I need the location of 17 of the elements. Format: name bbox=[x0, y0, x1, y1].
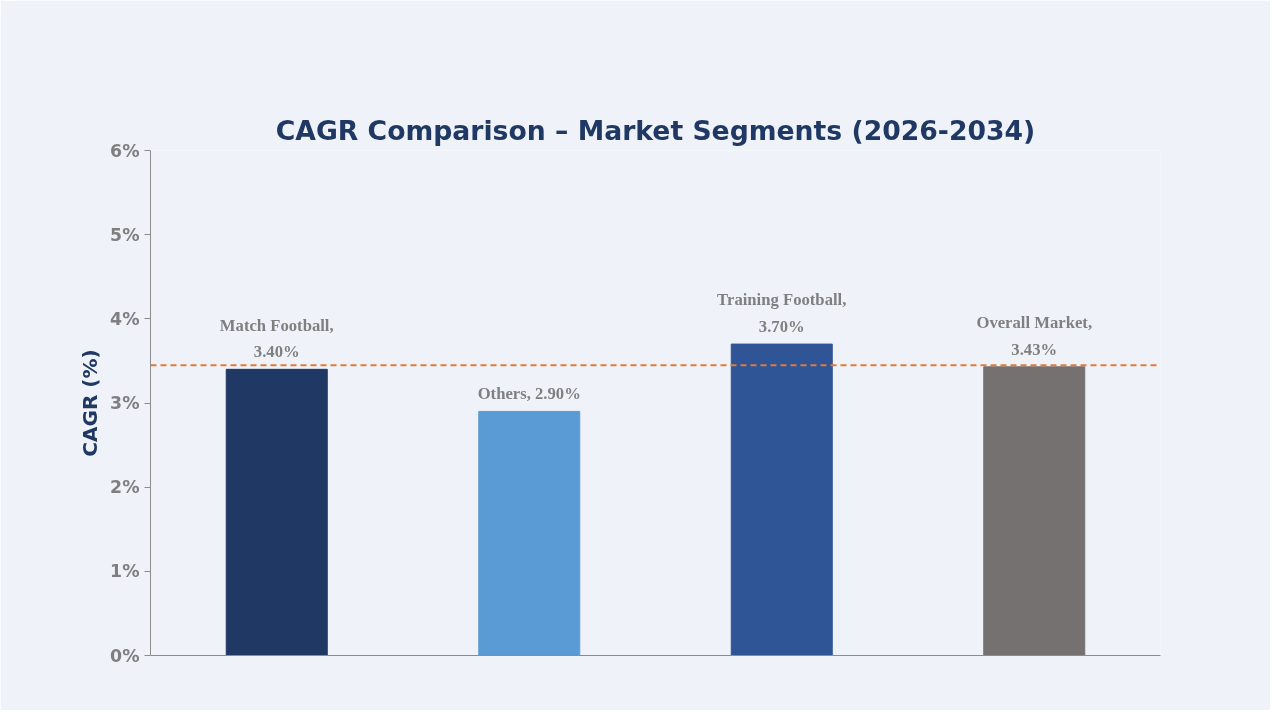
y-tick-label: 4% bbox=[110, 308, 140, 329]
y-tick-label: 3% bbox=[110, 393, 140, 413]
data-label: Training Football, 3.70% bbox=[717, 290, 847, 337]
y-tick-label: 2% bbox=[110, 477, 140, 498]
chart-title: CAGR Comparison – Market Segments (2026-2034) bbox=[275, 114, 1036, 146]
bar bbox=[225, 368, 328, 656]
y-tick-label: 1% bbox=[110, 561, 140, 582]
data-label: Overall Market, 3.43% bbox=[976, 313, 1093, 359]
data-label: Match Football, 3.40% bbox=[219, 315, 334, 362]
y-tick-label: 6% bbox=[110, 140, 140, 161]
data-label: Others, 2.90% bbox=[477, 384, 581, 404]
y-tick-label: 5% bbox=[110, 224, 140, 245]
y-tick-label: 0% bbox=[110, 645, 140, 666]
bar bbox=[983, 366, 1086, 656]
y-axis-title: CAGR (%) bbox=[78, 349, 103, 457]
bar bbox=[730, 343, 833, 656]
bar bbox=[478, 410, 581, 656]
